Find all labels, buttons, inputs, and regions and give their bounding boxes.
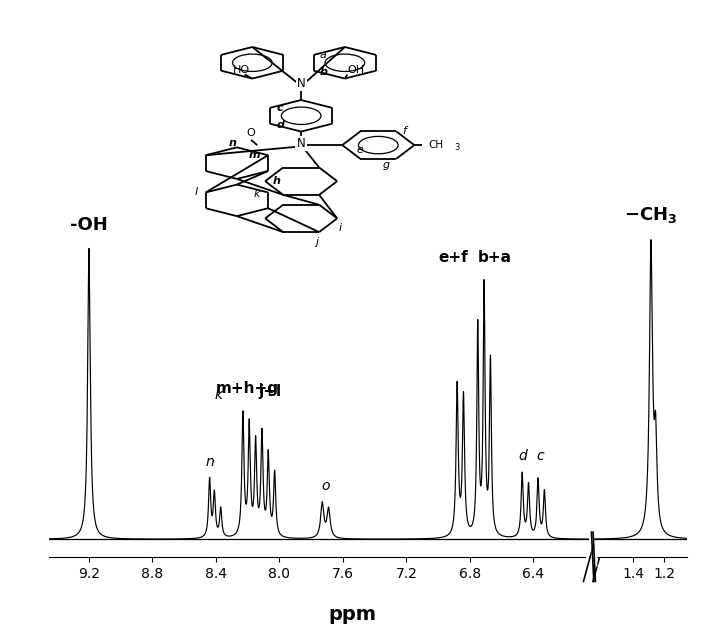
Text: f: f — [403, 127, 406, 136]
Text: i: i — [338, 223, 341, 233]
Text: e: e — [357, 145, 364, 155]
Text: n: n — [205, 454, 214, 468]
Text: $\mathbf{-CH_3}$: $\mathbf{-CH_3}$ — [625, 205, 678, 225]
Text: g: g — [383, 160, 390, 170]
Text: CH: CH — [428, 140, 443, 150]
Text: h: h — [273, 176, 281, 186]
Text: O: O — [247, 129, 255, 138]
Text: j: j — [315, 237, 318, 246]
Text: j+l: j+l — [259, 384, 282, 399]
Text: l: l — [195, 188, 198, 198]
Text: c: c — [537, 449, 544, 463]
Text: N: N — [297, 137, 305, 150]
Text: o: o — [321, 479, 330, 493]
Text: OH: OH — [348, 65, 364, 74]
Text: b: b — [320, 67, 328, 77]
Text: -OH: -OH — [70, 216, 108, 234]
Text: d: d — [518, 449, 527, 463]
Text: k: k — [214, 388, 222, 402]
Text: b+a: b+a — [478, 250, 512, 265]
Text: ppm: ppm — [329, 605, 376, 624]
Text: e+f: e+f — [439, 250, 468, 265]
Text: HO: HO — [233, 65, 250, 74]
Text: m+h+g: m+h+g — [216, 381, 279, 396]
Text: k: k — [254, 189, 260, 198]
Text: n: n — [229, 138, 237, 148]
Text: d: d — [276, 120, 284, 130]
Text: c: c — [276, 103, 283, 113]
Text: N: N — [297, 77, 305, 90]
Text: a: a — [320, 50, 326, 60]
Text: 3: 3 — [454, 143, 459, 152]
Text: m: m — [249, 150, 260, 160]
